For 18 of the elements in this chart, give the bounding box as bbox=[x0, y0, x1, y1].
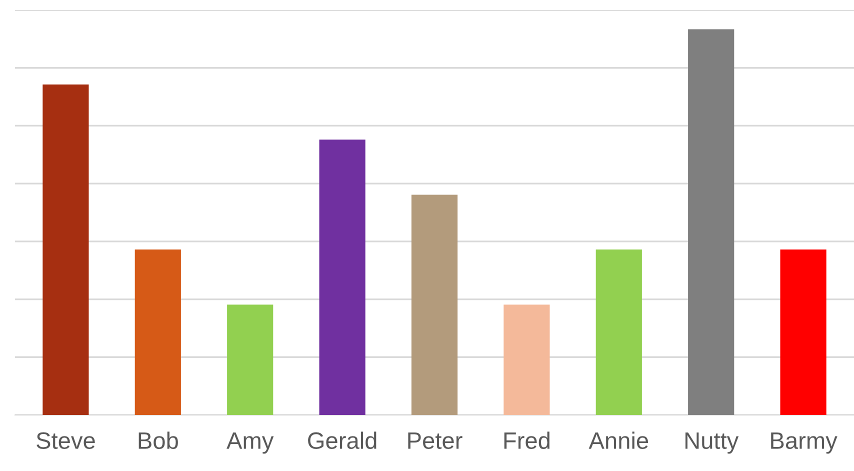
bar bbox=[688, 29, 734, 415]
x-tick-label: Annie bbox=[588, 432, 648, 450]
bar bbox=[134, 250, 181, 415]
bar bbox=[504, 304, 550, 415]
x-tick-label: Bob bbox=[138, 432, 178, 450]
bar bbox=[411, 194, 458, 415]
x-tick-label: Nutty bbox=[685, 432, 739, 454]
bar bbox=[319, 140, 366, 415]
bar bbox=[596, 250, 642, 415]
x-tick-label: Amy bbox=[226, 432, 274, 454]
x-tick-label: Gerald bbox=[308, 432, 376, 450]
x-tick-label: Barmy bbox=[771, 432, 838, 454]
bar bbox=[42, 84, 89, 415]
x-tick-label: Peter bbox=[408, 432, 462, 450]
bar bbox=[227, 304, 274, 415]
x-tick-label: Steve bbox=[36, 432, 95, 450]
x-tick-label: Fred bbox=[504, 432, 550, 450]
bar bbox=[780, 250, 826, 415]
